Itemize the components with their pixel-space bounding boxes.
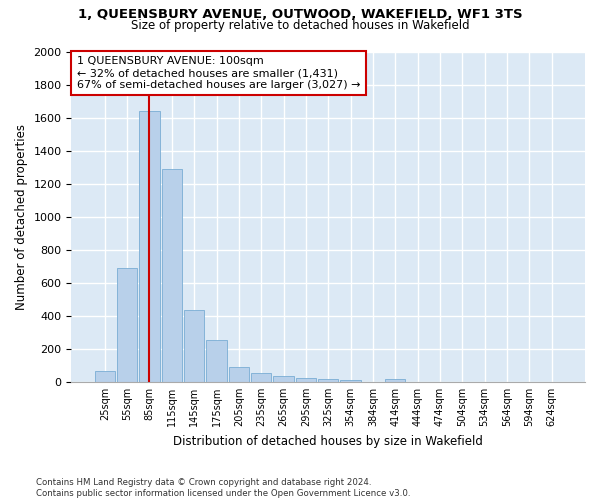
Bar (274, 376, 293, 382)
Bar (206, 340, 227, 382)
Bar (251, 373, 271, 382)
Bar (318, 380, 338, 382)
Bar (340, 380, 361, 382)
Bar (385, 380, 405, 382)
Bar (229, 367, 249, 382)
X-axis label: Distribution of detached houses by size in Wakefield: Distribution of detached houses by size … (173, 434, 483, 448)
Text: 1 QUEENSBURY AVENUE: 100sqm
← 32% of detached houses are smaller (1,431)
67% of : 1 QUEENSBURY AVENUE: 100sqm ← 32% of det… (77, 56, 360, 90)
Bar (117, 268, 137, 382)
Bar (95, 371, 115, 382)
Bar (296, 378, 316, 382)
Y-axis label: Number of detached properties: Number of detached properties (15, 124, 28, 310)
Text: Size of property relative to detached houses in Wakefield: Size of property relative to detached ho… (131, 19, 469, 32)
Bar (139, 111, 160, 382)
Text: Contains HM Land Registry data © Crown copyright and database right 2024.
Contai: Contains HM Land Registry data © Crown c… (36, 478, 410, 498)
Bar (184, 310, 204, 382)
Bar (162, 169, 182, 382)
Text: 1, QUEENSBURY AVENUE, OUTWOOD, WAKEFIELD, WF1 3TS: 1, QUEENSBURY AVENUE, OUTWOOD, WAKEFIELD… (77, 8, 523, 20)
